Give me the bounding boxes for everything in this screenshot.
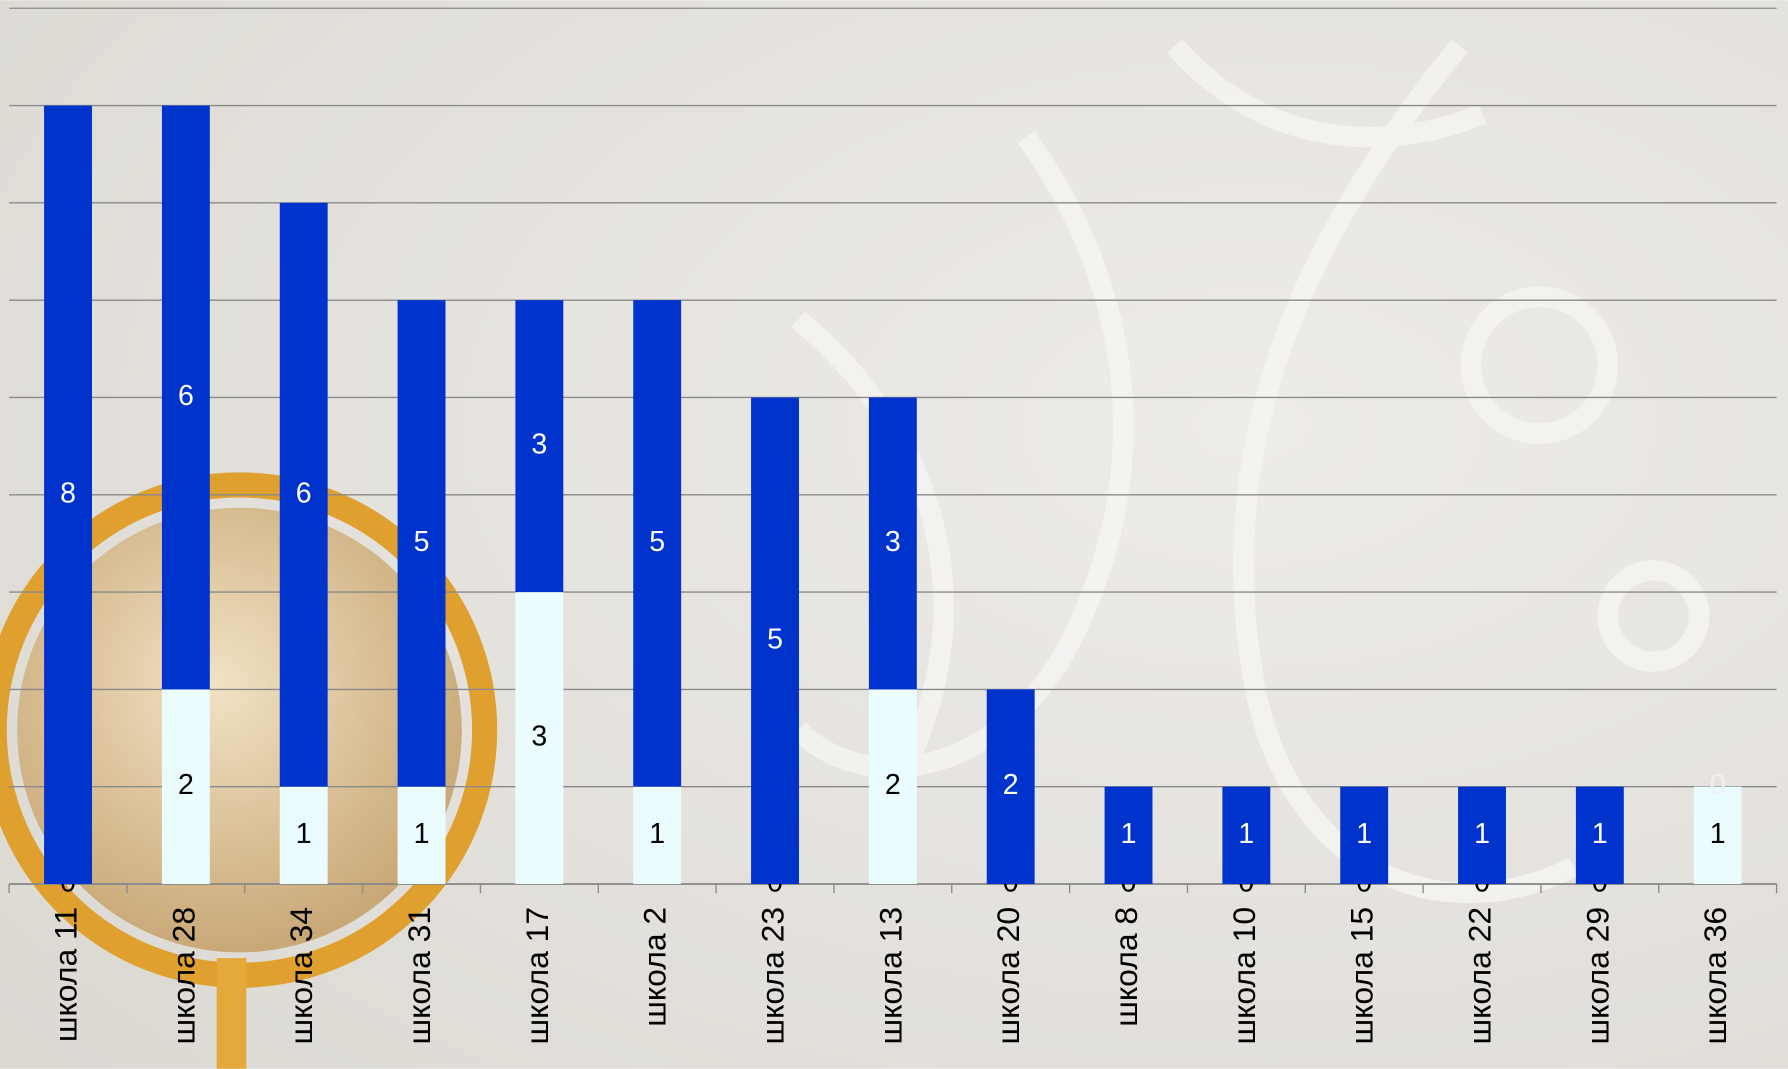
bar-segment	[279, 202, 328, 787]
data-label: 3	[885, 526, 901, 558]
x-tick-label: школа 15	[1344, 907, 1380, 1045]
data-label: 6	[178, 380, 194, 412]
x-tick-label: школа 10	[1226, 907, 1262, 1045]
x-tick-label: школа 22	[1461, 907, 1497, 1045]
data-label: 1	[649, 818, 665, 850]
data-label: 1	[1592, 818, 1608, 850]
data-label: 2	[1003, 769, 1019, 801]
bar-segment	[515, 592, 564, 885]
data-label: 1	[1474, 818, 1490, 850]
x-tick-label: школа 36	[1697, 907, 1733, 1045]
data-label: 2	[885, 769, 901, 801]
data-label: 1	[1238, 818, 1254, 850]
bar-segment	[1458, 786, 1506, 885]
bar-segment	[515, 300, 564, 593]
bar-segment	[1575, 786, 1624, 885]
data-label: 2	[178, 769, 194, 801]
data-label: 1	[1356, 818, 1372, 850]
bar-segment	[279, 786, 328, 885]
data-label: 8	[60, 477, 76, 509]
data-label: 3	[531, 721, 547, 753]
bar-segment	[1104, 786, 1153, 885]
x-tick-label: школа 17	[519, 907, 555, 1045]
bar-segment	[1693, 786, 1742, 885]
data-label: 1	[296, 818, 312, 850]
x-tick-label: школа 13	[872, 907, 908, 1045]
bar-segment	[868, 397, 917, 690]
x-tick-label: школа 11	[47, 907, 83, 1042]
bar-segment	[1340, 786, 1389, 885]
x-tick-label: школа 20	[990, 907, 1026, 1045]
x-tick-label: школа 34	[283, 907, 319, 1045]
data-label: 3	[531, 429, 547, 461]
bar-segment	[868, 689, 917, 885]
x-tick-label: школа 8	[1108, 907, 1144, 1027]
x-tick-label: школа 28	[165, 907, 201, 1045]
bar-segment	[397, 786, 446, 885]
bar-segment	[986, 689, 1035, 885]
bar-segment	[44, 105, 92, 885]
data-label: 1	[414, 818, 430, 850]
data-label: 1	[1121, 818, 1137, 850]
data-label: 5	[414, 526, 430, 558]
data-label: 1	[1710, 818, 1726, 850]
data-label: 5	[767, 623, 783, 655]
bar-segment	[161, 689, 210, 885]
x-tick-label: школа 23	[754, 907, 790, 1045]
x-tick-label: школа 29	[1579, 907, 1615, 1045]
x-tick-label: школа 31	[401, 907, 437, 1045]
data-label: 6	[296, 477, 312, 509]
x-tick-label: школа 2	[637, 907, 673, 1027]
bar-segment	[1222, 786, 1271, 885]
data-label: 5	[649, 526, 665, 558]
globe	[0, 472, 498, 1069]
bar-segment	[397, 300, 446, 787]
bar-segment	[633, 300, 682, 787]
bar-segment	[633, 786, 682, 885]
bars: 0 8 школа 11 2 6 школа 28 1 6 школа 34 1 5 школа 31…	[44, 105, 1742, 1045]
bar-segment	[161, 105, 210, 690]
data-label: 0	[1710, 769, 1726, 801]
bar-segment	[751, 397, 799, 885]
